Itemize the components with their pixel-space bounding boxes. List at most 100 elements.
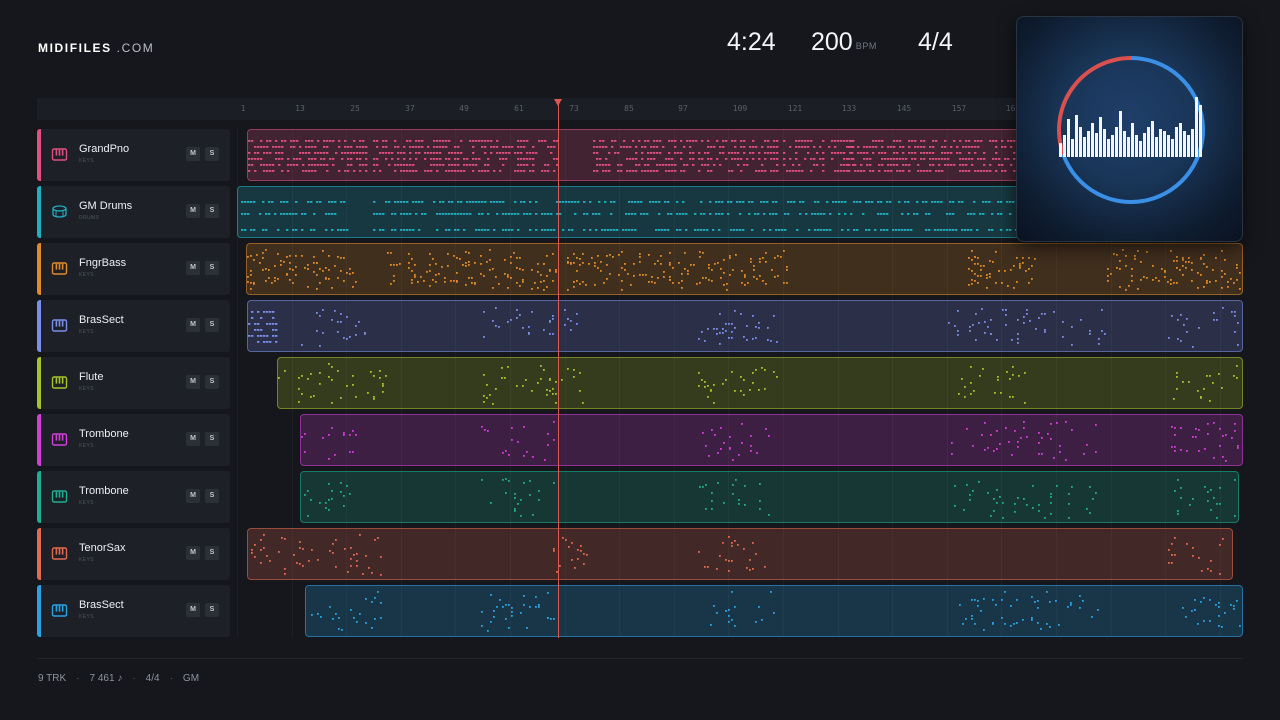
spectrum-bar <box>1163 131 1166 157</box>
spectrum-bar <box>1183 131 1186 157</box>
note-pattern <box>311 591 1241 632</box>
midi-clip[interactable] <box>247 300 1243 352</box>
spectrum-bar <box>1187 135 1190 157</box>
timeline-ruler[interactable]: 1 13 25 37 49 61 73 85 97 109 121 133 145 157 169 <box>37 98 1243 120</box>
track-name: BrasSect <box>79 314 124 326</box>
track-name: FngrBass <box>79 257 127 269</box>
arrangement-lanes[interactable] <box>237 127 1243 637</box>
piano-icon <box>51 260 68 277</box>
spectrum-bar <box>1135 135 1138 157</box>
ruler-tick-label: 1 <box>240 104 246 113</box>
mute-button[interactable]: M <box>186 375 200 389</box>
tempo-display: 200 BPM <box>811 28 877 57</box>
track-category: KEYS <box>79 329 94 335</box>
note-pattern <box>241 201 1030 231</box>
ruler-tick-label: 13 <box>295 104 305 113</box>
mute-button[interactable]: M <box>186 204 200 218</box>
track-header[interactable]: GrandPno KEYS M S <box>37 129 230 181</box>
track-color-stripe <box>37 186 41 238</box>
note-pattern <box>304 478 1236 519</box>
track-name: GrandPno <box>79 143 130 155</box>
mute-button[interactable]: M <box>186 318 200 332</box>
site-logo: MIDIFILES .COM <box>38 41 154 55</box>
note-pattern <box>248 307 1239 348</box>
mute-button[interactable]: M <box>186 603 200 617</box>
midi-clip[interactable] <box>247 528 1233 580</box>
note-count: 7 461 ♪ <box>89 673 123 684</box>
ruler-tick-label: 61 <box>514 104 524 113</box>
track-color-stripe <box>37 129 41 181</box>
track-name: TenorSax <box>79 542 126 554</box>
solo-button[interactable]: S <box>205 261 219 275</box>
piano-icon <box>51 374 68 391</box>
spectrum-bar <box>1063 135 1066 157</box>
solo-button[interactable]: S <box>205 318 219 332</box>
logo-domain: .COM <box>111 41 155 55</box>
spectrum-bar <box>1091 123 1094 157</box>
solo-button[interactable]: S <box>205 603 219 617</box>
track-header[interactable]: GM Drums DRUMS M S <box>37 186 230 238</box>
track-header[interactable]: Trombone KEYS M S <box>37 471 230 523</box>
track-header[interactable]: FngrBass KEYS M S <box>37 243 230 295</box>
spectrum-bar <box>1171 139 1174 157</box>
track-header[interactable]: BrasSect KEYS M S <box>37 300 230 352</box>
spectrum-bar <box>1151 121 1154 157</box>
midi-clip[interactable] <box>300 471 1239 523</box>
track-color-stripe <box>37 414 41 466</box>
spectrum-bar <box>1115 127 1118 157</box>
note-pattern <box>301 421 1239 462</box>
spectrum-bar <box>1111 135 1114 157</box>
track-name: Trombone <box>79 485 129 497</box>
ruler-tick-label: 133 <box>841 104 857 113</box>
track-color-stripe <box>37 528 41 580</box>
ruler-tick-label: 85 <box>624 104 634 113</box>
spectrum-bar <box>1067 119 1070 157</box>
midi-clip[interactable] <box>305 585 1243 637</box>
track-name: Flute <box>79 371 104 383</box>
mute-button[interactable]: M <box>186 489 200 503</box>
tempo-unit: BPM <box>855 41 878 51</box>
midi-clip[interactable] <box>277 357 1243 409</box>
spectrum-bar <box>1079 127 1082 157</box>
footer-divider <box>37 658 1243 659</box>
time-signature: 4/4 <box>918 28 953 56</box>
track-color-stripe <box>37 357 41 409</box>
spectrum-bar <box>1199 105 1202 157</box>
mute-button[interactable]: M <box>186 261 200 275</box>
ruler-tick-label: 121 <box>787 104 803 113</box>
separator: · <box>76 673 80 684</box>
track-header[interactable]: BrasSect KEYS M S <box>37 585 230 637</box>
mute-button[interactable]: M <box>186 147 200 161</box>
solo-button[interactable]: S <box>205 204 219 218</box>
note-pattern <box>247 249 1241 291</box>
piano-icon <box>51 545 68 562</box>
midi-clip[interactable] <box>300 414 1243 466</box>
spectrum-bar <box>1087 131 1090 157</box>
playhead[interactable] <box>558 100 559 638</box>
piano-icon <box>51 146 68 163</box>
ruler-tick-label: 37 <box>405 104 415 113</box>
track-category: KEYS <box>79 500 94 506</box>
footer-summary: 9 TRK · 7 461 ♪ · 4/4 · GM <box>38 673 199 684</box>
track-header[interactable]: TenorSax KEYS M S <box>37 528 230 580</box>
solo-button[interactable]: S <box>205 489 219 503</box>
track-category: DRUMS <box>79 215 100 221</box>
visualizer-graphic <box>1057 56 1205 204</box>
track-color-stripe <box>37 300 41 352</box>
mute-button[interactable]: M <box>186 432 200 446</box>
solo-button[interactable]: S <box>205 432 219 446</box>
track-color-stripe <box>37 471 41 523</box>
solo-button[interactable]: S <box>205 147 219 161</box>
audio-visualizer <box>1016 16 1243 242</box>
solo-button[interactable]: S <box>205 375 219 389</box>
spectrum-bar <box>1099 117 1102 157</box>
playhead-handle[interactable] <box>554 99 562 106</box>
mute-button[interactable]: M <box>186 546 200 560</box>
track-header[interactable]: Trombone KEYS M S <box>37 414 230 466</box>
solo-button[interactable]: S <box>205 546 219 560</box>
track-header[interactable]: Flute KEYS M S <box>37 357 230 409</box>
spectrum-bar <box>1075 115 1078 157</box>
visualizer-ring <box>1061 56 1205 204</box>
spectrum-bar <box>1095 133 1098 157</box>
midi-clip[interactable] <box>246 243 1243 295</box>
